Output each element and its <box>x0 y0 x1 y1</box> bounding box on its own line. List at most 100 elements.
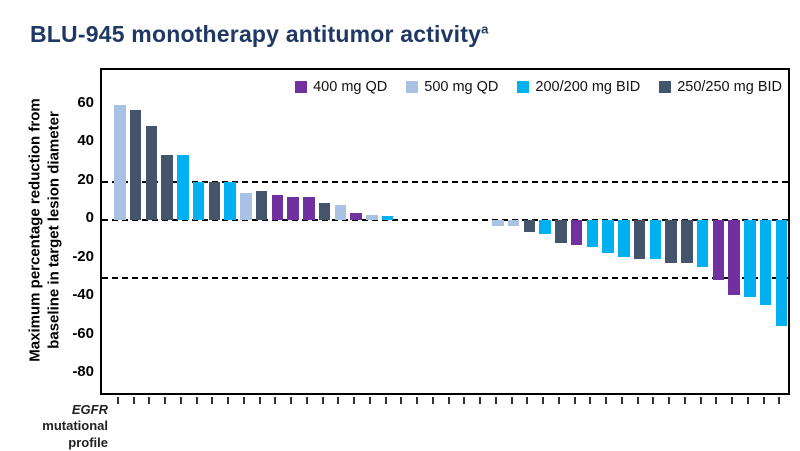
y-tick-label: 20 <box>77 170 94 188</box>
x-tick <box>510 397 513 404</box>
x-tick <box>715 397 718 404</box>
x-axis-label-rest: mutational <box>42 418 108 434</box>
x-axis-label-line1: EGFR mutational <box>8 402 108 435</box>
y-tick-label: -60 <box>72 324 94 342</box>
patient-bar <box>208 181 220 221</box>
legend-item: 200/200 mg BID <box>517 79 640 95</box>
legend-swatch <box>406 81 419 93</box>
x-tick <box>321 397 324 404</box>
x-tick <box>258 397 261 404</box>
x-tick <box>699 397 702 404</box>
x-tick <box>573 397 576 404</box>
patient-bar <box>381 216 394 221</box>
x-tick <box>526 397 529 404</box>
patient-bar <box>618 220 630 257</box>
x-tick <box>636 397 639 404</box>
patient-bar <box>744 220 756 298</box>
reference-line-20 <box>102 180 788 183</box>
patient-bar <box>681 220 693 263</box>
legend-swatch <box>659 81 672 93</box>
patient-bar <box>696 220 709 267</box>
x-tick <box>290 397 292 404</box>
x-axis-gene-name: EGFR <box>71 402 108 417</box>
y-tick-label: -80 <box>72 363 94 381</box>
x-tick <box>542 397 544 404</box>
legend-label: 500 mg QD <box>424 79 499 95</box>
x-tick <box>652 397 655 404</box>
x-tick <box>494 397 497 404</box>
patient-bar <box>586 220 598 248</box>
patient-bar <box>602 220 614 254</box>
patient-bar <box>303 197 315 221</box>
patient-bar <box>177 154 189 221</box>
x-tick <box>368 397 371 404</box>
x-tick <box>400 397 403 404</box>
plot-area: 400 mg QD 500 mg QD 200/200 mg BID 250/250 … <box>100 68 790 395</box>
patient-bar <box>633 220 646 259</box>
patient-bar <box>728 220 740 296</box>
x-tick <box>195 397 198 404</box>
x-tick <box>211 397 214 404</box>
x-tick <box>778 397 781 404</box>
x-tick <box>384 397 387 404</box>
legend-item: 500 mg QD <box>406 79 498 95</box>
patient-bar <box>114 104 126 221</box>
reference-line--30 <box>102 277 788 280</box>
legend-label: 400 mg QD <box>313 79 388 95</box>
patient-bar <box>271 195 283 221</box>
x-tick <box>274 397 277 404</box>
patient-bar <box>255 191 268 221</box>
title-superscript: a <box>481 21 489 37</box>
x-tick <box>620 397 623 404</box>
x-tick <box>132 397 135 404</box>
x-tick <box>683 397 686 404</box>
patient-bar <box>665 220 677 263</box>
legend-swatch <box>517 81 530 93</box>
legend-label: 250/250 mg BID <box>677 79 782 95</box>
y-tick-label: 60 <box>77 93 94 111</box>
y-tick-label: 40 <box>77 132 94 150</box>
x-tick <box>227 397 229 404</box>
legend-item: 250/250 mg BID <box>659 79 782 95</box>
y-tick-label: -40 <box>72 286 94 304</box>
patient-bar <box>161 154 173 221</box>
x-tick <box>479 397 481 404</box>
patient-bar <box>318 202 331 221</box>
x-tick <box>164 397 166 404</box>
patient-bar <box>555 220 567 244</box>
patient-bar <box>492 220 504 227</box>
x-tick <box>605 397 607 404</box>
x-tick <box>305 397 308 404</box>
x-tick <box>447 397 450 404</box>
x-tick <box>557 397 560 404</box>
patient-bar <box>775 220 787 327</box>
patient-bar <box>570 220 583 246</box>
legend-label: 200/200 mg BID <box>535 79 641 95</box>
patient-bar <box>145 125 157 221</box>
x-tick <box>762 397 765 404</box>
patient-bar <box>192 181 205 221</box>
x-tick <box>242 397 245 404</box>
x-axis-label-line2: profile <box>68 434 108 450</box>
x-axis-label: EGFR mutational profile <box>8 402 108 451</box>
patient-bar <box>240 193 252 221</box>
patient-bar <box>759 220 772 306</box>
x-tick <box>668 397 670 404</box>
x-tick <box>353 397 355 404</box>
patient-bar <box>366 214 378 221</box>
reference-line-0 <box>102 219 788 222</box>
patient-bar <box>507 220 520 227</box>
y-tick-label: -20 <box>72 247 94 265</box>
patient-bar <box>287 197 299 221</box>
page-title: BLU-945 monotherapy antitumor activitya <box>30 21 489 48</box>
y-axis-label: Maximum percentage reduction from baseli… <box>26 98 64 361</box>
title-text: BLU-945 monotherapy antitumor activity <box>30 21 482 48</box>
legend-item: 400 mg QD <box>295 79 387 95</box>
x-tick <box>463 397 466 404</box>
y-tick-label: 0 <box>85 209 94 227</box>
chart-legend: 400 mg QD 500 mg QD 200/200 mg BID 250/250 … <box>295 79 782 95</box>
patient-bar <box>649 220 661 259</box>
x-tick <box>431 397 434 404</box>
legend-swatch <box>295 81 308 93</box>
patient-bar <box>539 220 551 234</box>
